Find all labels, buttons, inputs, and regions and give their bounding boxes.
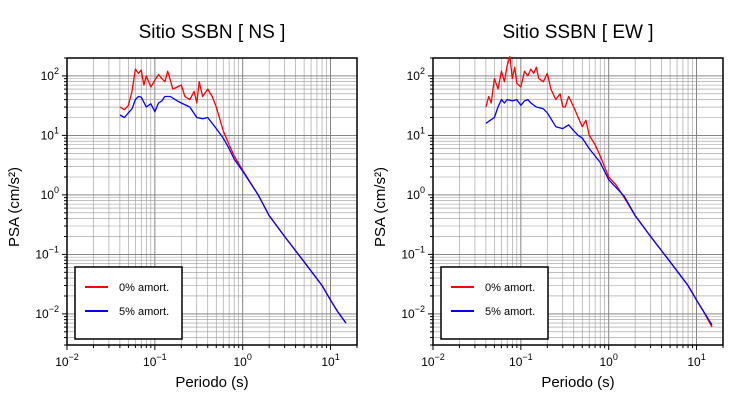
legend: 0% amort. 5% amort. [440,266,549,340]
chart-title: Sitio SSBN [ EW ] [503,22,654,43]
x-axis-label: Periodo (s) [541,374,614,391]
legend-label: 0% amort. [119,282,169,294]
plot-area: 10−2 10−1 100 101 10−2 10−1 100 101 102 0% amort.… [35,57,358,369]
y-tick-label: 102 [407,66,425,83]
x-tick-label: 101 [687,352,705,369]
chart-panel-ew: Sitio SSBN [ EW ] 10−2 10−1 100 101 10−2 10−1… [372,22,724,391]
y-axis-label: PSA (cm/s²) [372,167,389,247]
legend-box [440,266,549,340]
legend-box [74,266,183,340]
y-axis-label: PSA (cm/s²) [6,167,23,247]
legend: 0% amort. 5% amort. [74,266,183,340]
series-line-2 [119,95,347,324]
y-tick-label: 102 [41,66,59,83]
y-tick-label: 100 [407,185,425,202]
x-tick-label: 10−2 [55,352,79,369]
x-tick-label: 100 [234,352,252,369]
grid [432,57,724,346]
plot-frame [66,57,358,346]
plot-frame [432,57,724,346]
y-tick-label: 10−1 [401,244,425,261]
grid [66,57,358,346]
y-tick-label: 10−2 [35,304,59,321]
y-tick-label: 10−2 [401,304,425,321]
legend-label: 0% amort. [485,282,535,294]
x-tick-label: 10−1 [143,352,167,369]
y-tick-label: 101 [41,125,59,142]
x-tick-label: 101 [321,352,339,369]
series-line-2 [485,98,713,326]
chart-title: Sitio SSBN [ NS ] [139,22,286,43]
chart-panel-ns: Sitio SSBN [ NS ] 10−2 10−1 100 101 10−2 10−1… [6,22,358,391]
x-tick-label: 100 [600,352,618,369]
legend-label: 5% amort. [485,306,535,318]
legend-label: 5% amort. [119,306,169,318]
y-tick-label: 100 [41,185,59,202]
plot-area: 10−2 10−1 100 101 10−2 10−1 100 101 102 0% amort.… [401,56,724,369]
y-tick-label: 101 [407,125,425,142]
x-tick-label: 10−1 [509,352,533,369]
x-axis-label: Periodo (s) [175,374,248,391]
x-tick-label: 10−2 [421,352,445,369]
y-tick-label: 10−1 [35,244,59,261]
